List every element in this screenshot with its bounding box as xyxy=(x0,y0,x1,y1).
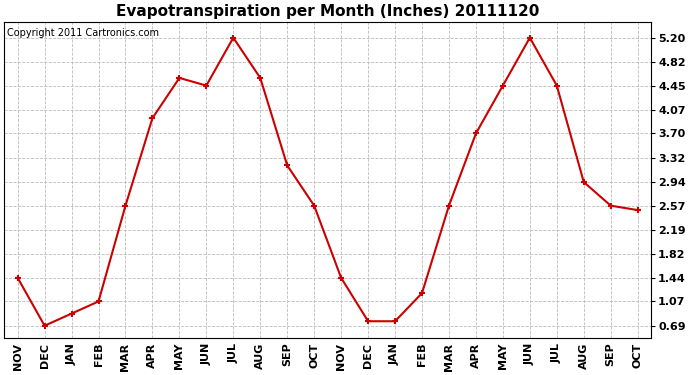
Text: Copyright 2011 Cartronics.com: Copyright 2011 Cartronics.com xyxy=(8,28,159,38)
Title: Evapotranspiration per Month (Inches) 20111120: Evapotranspiration per Month (Inches) 20… xyxy=(116,4,540,19)
